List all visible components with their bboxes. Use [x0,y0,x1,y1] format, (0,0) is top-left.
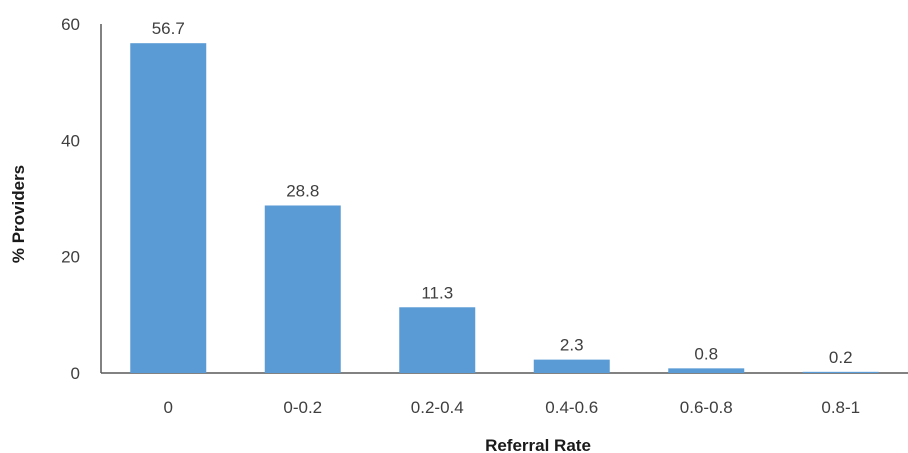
y-tick-label: 40 [61,131,80,150]
bar [399,307,476,373]
bar [533,359,610,373]
y-tick-label: 0 [71,364,80,383]
bar [668,368,745,373]
x-axis-title: Referral Rate [485,436,591,453]
bar [130,43,207,373]
bar [802,371,879,373]
data-labels: 56.7 28.8 11.3 2.3 0.8 0.2 [152,19,853,367]
y-tick-labels: 0 20 40 60 [61,15,80,383]
data-label: 0.8 [694,344,718,363]
x-tick-label: 0-0.2 [283,398,322,417]
y-axis-title: % Providers [9,165,28,263]
x-tick-label: 0 [164,398,173,417]
x-tick-label: 0.2-0.4 [411,398,464,417]
bars [130,43,879,373]
x-tick-labels: 0 0-0.2 0.2-0.4 0.4-0.6 0.6-0.8 0.8-1 [164,398,861,417]
y-tick-label: 20 [61,248,80,267]
y-tick-label: 60 [61,15,80,34]
data-label: 2.3 [560,336,584,355]
bar [264,205,341,373]
data-label: 0.2 [829,348,853,367]
x-tick-label: 0.4-0.6 [545,398,598,417]
data-label: 56.7 [152,19,185,38]
data-label: 11.3 [421,283,453,302]
x-tick-label: 0.6-0.8 [680,398,733,417]
data-label: 28.8 [286,181,319,200]
x-tick-label: 0.8-1 [821,398,860,417]
